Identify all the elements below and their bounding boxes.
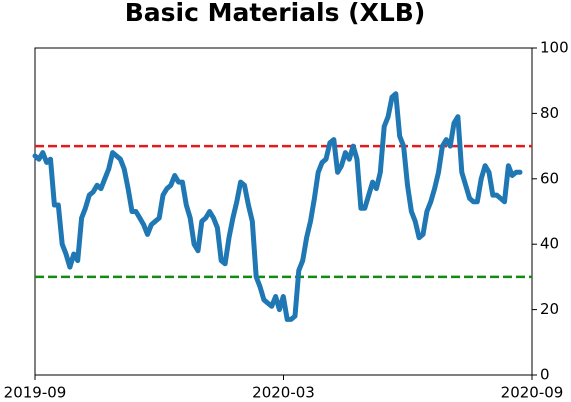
chart-title: Basic Materials (XLB) [125, 0, 426, 27]
plot-frame [34, 47, 533, 376]
x-tick-label: 2020-09 [501, 384, 564, 402]
y-tick-label: 40 [540, 235, 559, 253]
line-series [32, 91, 523, 322]
y-tick-label: 100 [540, 39, 569, 57]
y-tick-label: 20 [540, 300, 559, 318]
y-tick-label: 0 [540, 366, 550, 384]
y-tick-label: 80 [540, 104, 559, 122]
y-tick-label: 60 [540, 169, 559, 187]
x-tick-label: 2019-09 [4, 384, 67, 402]
x-tick-label: 2020-03 [252, 384, 315, 402]
